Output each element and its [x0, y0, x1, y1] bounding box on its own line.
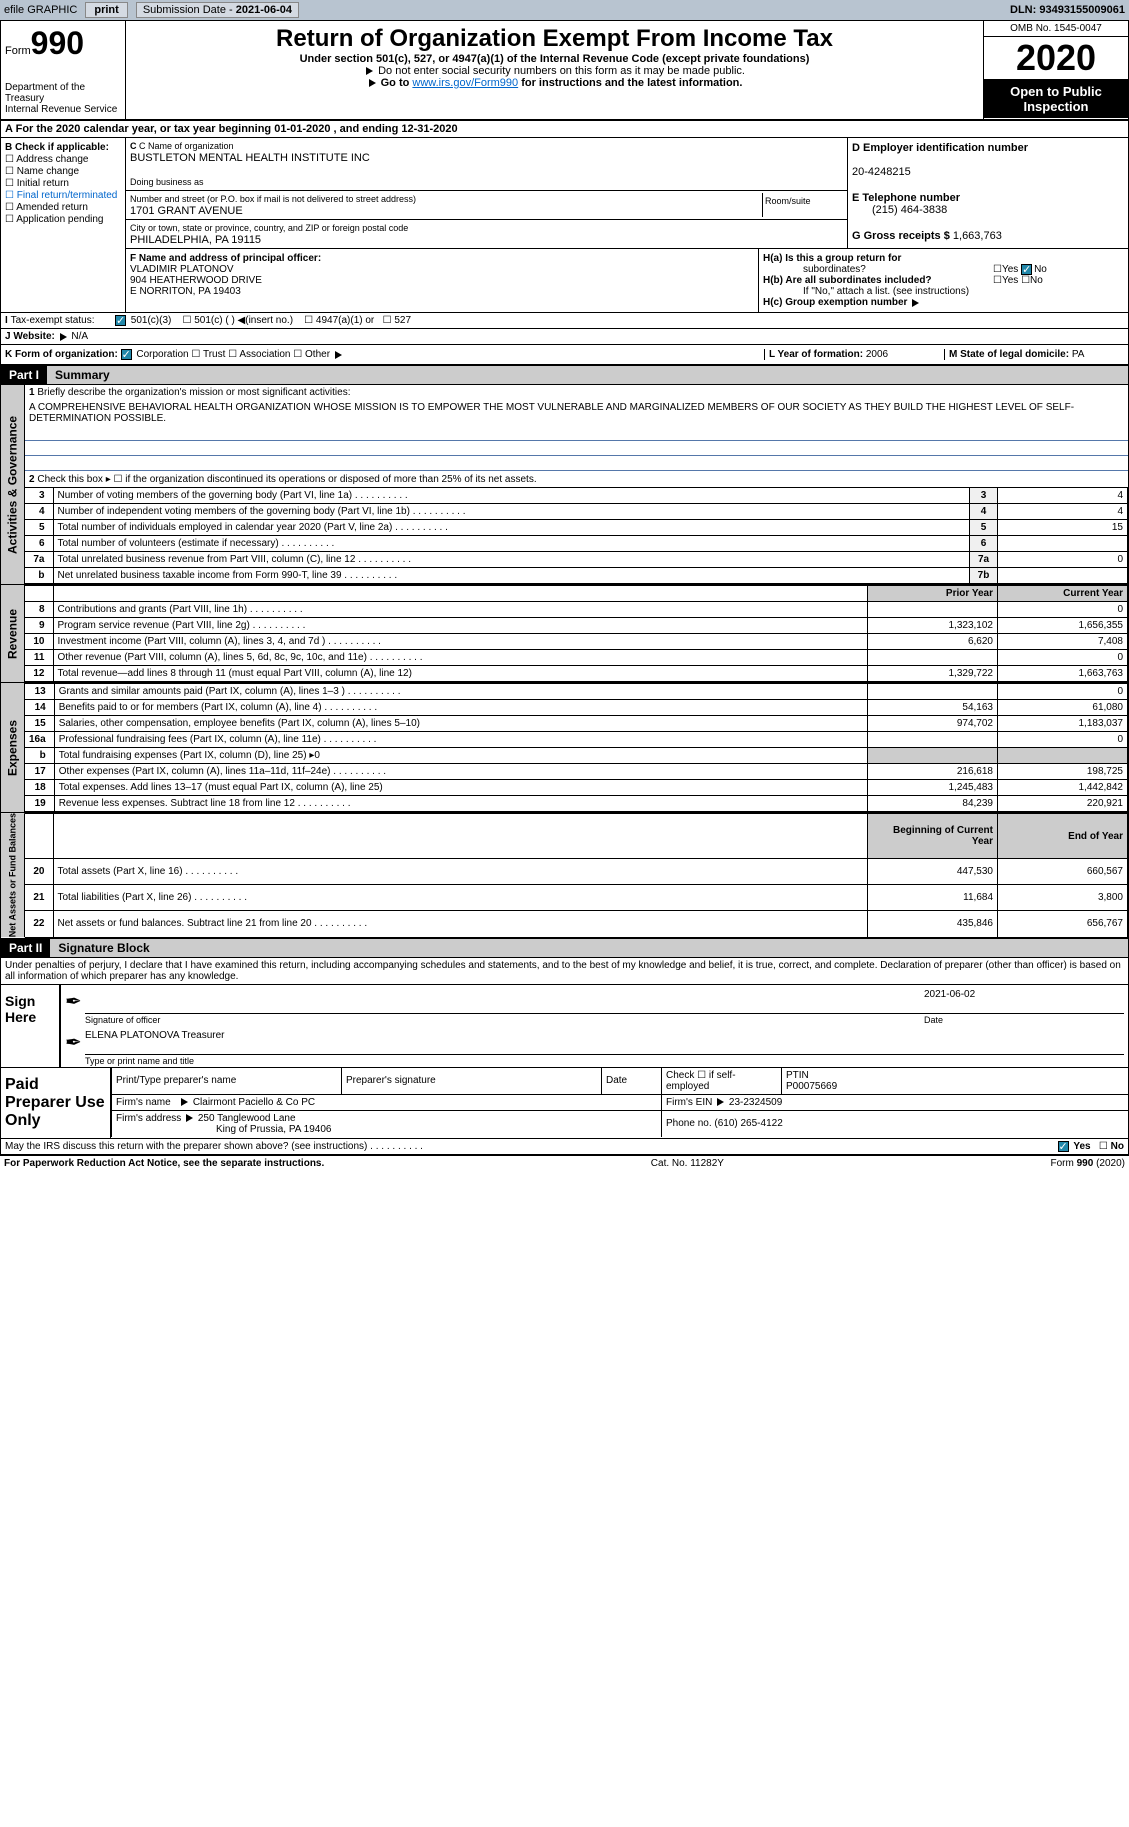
submission-date: Submission Date - 2021-06-04	[136, 2, 299, 18]
goto-note: Go to www.irs.gov/Form990 for instructio…	[130, 77, 979, 89]
expenses-table: 13Grants and similar amounts paid (Part …	[25, 683, 1128, 812]
paid-preparer-block: Paid Preparer Use Only Print/Type prepar…	[0, 1068, 1129, 1139]
checkbox-pending[interactable]: ☐ Application pending	[5, 214, 121, 225]
checkbox-501c3-icon[interactable]	[115, 315, 126, 326]
box-b-header: B Check if applicable:	[5, 142, 109, 153]
print-button[interactable]: print	[85, 2, 127, 18]
tax-year: 2020	[984, 37, 1128, 80]
irs-link[interactable]: www.irs.gov/Form990	[412, 77, 518, 89]
paperwork-notice: For Paperwork Reduction Act Notice, see …	[4, 1158, 324, 1169]
checkbox-corp-icon[interactable]	[121, 349, 132, 360]
checkbox-amended[interactable]: ☐ Amended return	[5, 202, 121, 213]
arrow-icon	[912, 299, 919, 307]
arrow-icon	[369, 79, 376, 87]
gross-receipts: G Gross receipts $ 1,663,763	[852, 230, 1124, 242]
public-inspection: Open to PublicInspection	[984, 80, 1128, 118]
discuss-row: May the IRS discuss this return with the…	[0, 1139, 1129, 1155]
org-name-box: C C Name of organizationBUSTLETON MENTAL…	[126, 138, 847, 191]
arrow-icon	[717, 1098, 724, 1106]
city-state-zip: City or town, state or province, country…	[126, 219, 847, 248]
mission-label: 1 Briefly describe the organization's mi…	[25, 385, 1128, 400]
box-b: B Check if applicable: ☐ Address change …	[1, 138, 126, 312]
cat-number: Cat. No. 11282Y	[651, 1158, 724, 1169]
ein-box: D Employer identification number20-42482…	[852, 142, 1124, 178]
arrow-icon	[335, 351, 342, 359]
checkbox-initial[interactable]: ☐ Initial return	[5, 178, 121, 189]
room-suite: Room/suite	[763, 193, 843, 217]
page-footer: For Paperwork Reduction Act Notice, see …	[0, 1155, 1129, 1171]
top-bar: efile GRAPHIC print Submission Date - 20…	[0, 0, 1129, 20]
efile-label: efile GRAPHIC	[4, 4, 77, 16]
phone-box: E Telephone number(215) 464-3838	[852, 192, 1124, 216]
form-title: Return of Organization Exempt From Incom…	[130, 25, 979, 53]
part2-title: Signature Block	[50, 939, 1128, 957]
dln: DLN: 93493155009061	[1010, 4, 1125, 16]
sign-here-block: Sign Here ✒2021-06-02 Signature of offic…	[0, 985, 1129, 1068]
principal-officer: F Name and address of principal officer:…	[126, 249, 758, 312]
paid-preparer-label: Paid Preparer Use Only	[1, 1068, 111, 1138]
website: J Website: N/A	[0, 329, 1129, 345]
side-expenses: Expenses	[1, 683, 25, 812]
revenue-table: Prior YearCurrent Year 8Contributions an…	[25, 585, 1128, 682]
netassets-table: Beginning of Current YearEnd of Year 20T…	[25, 813, 1128, 937]
part1-title: Summary	[47, 366, 1128, 384]
arrow-icon	[181, 1098, 188, 1106]
line2: 2 Check this box ▸ ☐ if the organization…	[25, 472, 1128, 487]
block-bcd: B Check if applicable: ☐ Address change …	[0, 138, 1129, 313]
line-a: A For the 2020 calendar year, or tax yea…	[0, 121, 1129, 138]
side-revenue: Revenue	[1, 585, 25, 682]
form-subtitle: Under section 501(c), 527, or 4947(a)(1)…	[130, 53, 979, 65]
governance-table: 3Number of voting members of the governi…	[25, 487, 1128, 584]
form-number: Form990	[5, 25, 121, 62]
arrow-icon	[366, 67, 373, 75]
checkbox-yes-icon[interactable]	[1058, 1141, 1069, 1152]
checkbox-no-icon[interactable]	[1021, 264, 1032, 275]
checkbox-final[interactable]: ☐ Final return/terminated	[5, 190, 121, 201]
checkbox-name-change[interactable]: ☐ Name change	[5, 166, 121, 177]
dept-label: Department of the Treasury	[5, 82, 121, 104]
checkbox-addr-change[interactable]: ☐ Address change	[5, 154, 121, 165]
part2-header: Part II	[1, 939, 50, 957]
omb-number: OMB No. 1545-0047	[984, 21, 1128, 37]
form-of-org: K Form of organization: Corporation ☐ Tr…	[0, 345, 1129, 365]
arrow-icon	[60, 333, 67, 341]
side-governance: Activities & Governance	[1, 385, 25, 584]
mission-text: A COMPREHENSIVE BEHAVIORAL HEALTH ORGANI…	[25, 400, 1128, 426]
form-page: Form 990 (2020)	[1051, 1158, 1125, 1169]
group-return: H(a) Is this a group return for subordin…	[758, 249, 1128, 312]
irs-label: Internal Revenue Service	[5, 104, 121, 115]
tax-exempt-status: I Tax-exempt status: 501(c)(3) ☐ 501(c) …	[0, 313, 1129, 329]
arrow-icon	[186, 1114, 193, 1122]
ssn-note: Do not enter social security numbers on …	[130, 65, 979, 77]
sign-here-label: Sign Here	[1, 985, 61, 1067]
street-address: Number and street (or P.O. box if mail i…	[130, 193, 763, 217]
part1-header: Part I	[1, 366, 47, 384]
form-header: Form990 Department of the Treasury Inter…	[0, 20, 1129, 121]
side-netassets: Net Assets or Fund Balances	[1, 813, 25, 937]
penalties-text: Under penalties of perjury, I declare th…	[0, 958, 1129, 985]
